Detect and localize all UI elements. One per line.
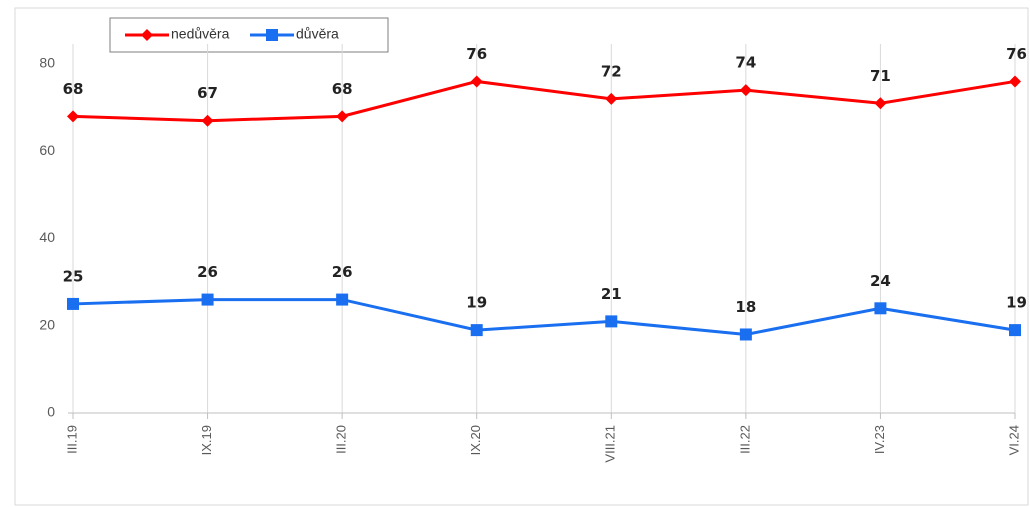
x-tick-label: III.19	[64, 425, 79, 454]
chart-frame	[14, 7, 1029, 506]
x-tick-label: IV.23	[872, 425, 887, 454]
y-tick-label: 20	[39, 316, 55, 332]
data-label: 19	[466, 294, 487, 312]
series-line	[72, 298, 1016, 336]
marker	[470, 75, 483, 88]
marker	[201, 293, 214, 306]
marker	[266, 29, 278, 41]
data-label: 25	[63, 267, 84, 285]
legend-label: důvěra	[296, 26, 339, 42]
x-tick-label: VI.24	[1006, 425, 1021, 455]
data-label: 26	[332, 263, 353, 281]
data-label: 18	[735, 298, 756, 316]
marker	[67, 110, 79, 123]
data-label: 19	[1006, 294, 1027, 312]
data-label: 74	[735, 54, 756, 72]
marker	[874, 302, 887, 315]
marker	[739, 84, 752, 97]
marker	[201, 114, 214, 127]
y-tick-label: 80	[39, 55, 55, 71]
marker	[1009, 324, 1021, 337]
marker	[1009, 75, 1021, 88]
marker	[739, 328, 752, 341]
x-tick-label: IX.19	[199, 425, 214, 455]
x-tick-label: III.20	[334, 425, 349, 454]
data-label: 67	[197, 84, 218, 102]
marker	[605, 92, 618, 105]
marker	[336, 110, 349, 123]
marker	[605, 315, 618, 328]
x-tick-label: VIII.21	[603, 425, 618, 463]
marker	[874, 97, 887, 110]
data-label: 68	[63, 80, 84, 98]
data-label: 76	[1006, 45, 1027, 63]
marker	[141, 29, 153, 41]
legend-label: nedůvěra	[171, 26, 230, 42]
marker	[67, 297, 79, 310]
marker	[336, 293, 349, 306]
data-label: 24	[870, 272, 891, 290]
y-tick-label: 0	[47, 404, 55, 420]
x-tick-label: IX.20	[468, 425, 483, 455]
series-line	[72, 79, 1016, 123]
y-tick-label: 40	[39, 229, 55, 245]
data-label: 71	[870, 67, 891, 85]
data-label: 72	[601, 62, 622, 80]
data-label: 76	[466, 45, 487, 63]
data-label: 26	[197, 263, 218, 281]
data-label: 68	[332, 80, 353, 98]
x-tick-label: III.22	[737, 425, 752, 454]
data-label: 21	[601, 285, 622, 303]
marker	[470, 324, 483, 337]
y-tick-label: 60	[39, 142, 55, 158]
